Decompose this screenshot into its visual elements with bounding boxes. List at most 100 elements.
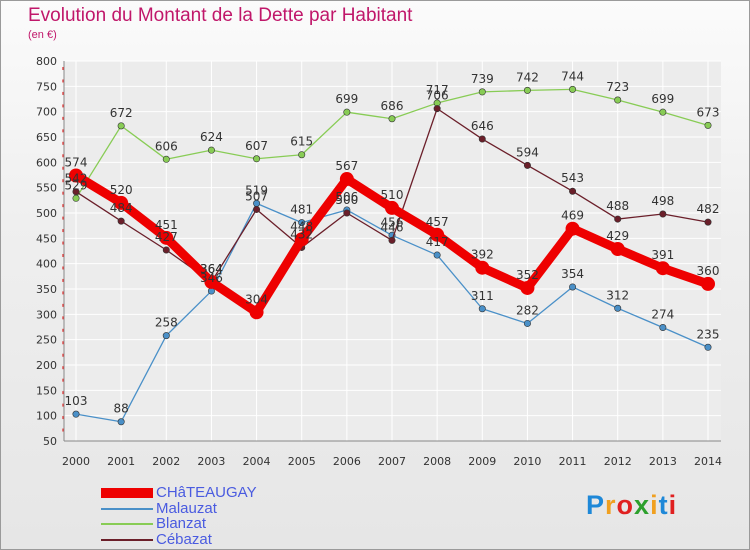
data-point [659,324,667,332]
y-tick-label: 800 [36,55,57,68]
data-point [569,283,577,291]
data-point [388,236,396,244]
data-label: 567 [335,159,358,173]
data-point [520,280,535,295]
logo-letter: o [616,490,635,520]
x-tick-label: 2012 [604,455,632,468]
data-point [117,122,125,130]
y-tick-label: 650 [36,131,57,144]
legend-label: CHâTEAUGAY [156,484,257,501]
data-label: 391 [651,248,674,262]
data-label: 364 [200,262,223,276]
data-point [162,332,170,340]
data-label: 510 [381,188,404,202]
data-point [478,135,486,143]
data-point [117,217,125,225]
data-point [385,200,399,215]
data-label: 417 [426,235,449,249]
y-tick-label: 200 [36,359,57,372]
data-label: 672 [110,106,133,120]
data-point [433,105,441,113]
y-tick-label: 750 [36,80,57,93]
data-label: 446 [381,220,404,234]
data-point [614,215,622,223]
y-tick-label: 450 [36,232,57,245]
data-point [478,305,486,313]
data-label: 574 [65,156,88,170]
data-label: 529 [65,178,88,192]
y-tick-label: 250 [36,334,57,347]
data-label: 103 [65,394,88,408]
data-point [523,86,531,94]
y-tick-label: 500 [36,207,57,220]
x-tick-label: 2005 [288,455,316,468]
y-tick-label: 600 [36,156,57,169]
data-label: 448 [290,219,313,233]
data-point [249,305,264,320]
x-tick-label: 2000 [62,455,90,468]
y-tick-label: 50 [43,435,57,448]
logo-letter: x [634,490,651,520]
data-label: 699 [335,92,358,106]
data-point [114,195,129,210]
x-tick-label: 2014 [694,455,722,468]
data-point [659,108,667,116]
data-label: 594 [516,145,539,159]
data-label: 429 [606,229,629,243]
data-point [610,241,625,256]
data-point [69,168,83,183]
y-tick-label: 150 [36,384,57,397]
data-label: 258 [155,316,178,330]
data-point [204,274,219,289]
data-point [569,187,577,195]
data-label: 282 [516,303,539,317]
data-point [659,210,667,218]
data-label: 717 [426,83,449,97]
legend-label: Cébazat [156,530,212,548]
chart-title: Evolution du Montant de la Dette par Hab… [28,5,413,26]
data-point [294,232,309,247]
data-point [704,343,712,351]
data-point [162,246,170,254]
data-label: 500 [335,193,358,207]
data-point [569,85,577,93]
data-point [117,418,125,426]
data-label: 686 [381,99,404,113]
data-label: 304 [245,292,268,306]
data-point [614,96,622,104]
x-tick-label: 2010 [513,455,541,468]
data-label: 352 [516,268,539,282]
data-label: 624 [200,130,223,144]
data-label: 498 [651,194,674,208]
data-point [339,172,354,187]
data-label: 606 [155,139,178,153]
data-label: 457 [426,215,449,229]
x-tick-label: 2001 [107,455,135,468]
data-point [388,115,396,123]
data-label: 742 [516,70,539,84]
logo-letter: i [668,490,678,520]
data-label: 520 [110,183,133,197]
legend-swatch [101,523,153,525]
data-point [701,276,715,291]
data-point [478,88,486,96]
data-point [253,205,261,213]
logo-letter: r [605,490,617,520]
data-point [433,251,441,259]
data-point [614,304,622,312]
x-tick-label: 2007 [378,455,406,468]
data-label: 699 [651,92,674,106]
data-label: 274 [651,308,674,322]
data-label: 646 [471,119,494,133]
data-label: 451 [155,218,178,232]
data-label: 542 [65,172,88,186]
data-label: 723 [606,80,629,94]
data-label: 673 [697,105,720,119]
data-label: 706 [426,89,449,103]
data-label: 506 [335,190,358,204]
x-tick-label: 2013 [649,455,677,468]
y-tick-label: 300 [36,308,57,321]
x-tick-label: 2006 [333,455,361,468]
data-point [343,108,351,116]
